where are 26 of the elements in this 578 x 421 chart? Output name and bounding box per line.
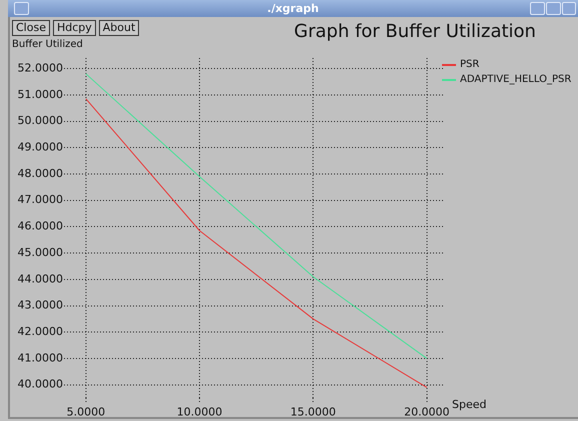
x-tick-label: 5.0000 [66,405,106,418]
legend-label: PSR [460,59,480,70]
y-tick-label: 46.0000 [18,220,63,233]
y-tick-label: 41.0000 [18,351,63,364]
y-tick-label: 48.0000 [18,166,63,180]
chart-title: Graph for Buffer Utilization [293,21,537,42]
y-tick-label: 42.0000 [18,324,63,338]
text: Hdcpy [52,20,96,36]
y-tick-label: 52.0000 [18,61,63,74]
y-tick-label: 44.0000 [18,272,63,286]
x-tick-label: 20.0000 [404,405,450,418]
x-axis-title: Speed [452,398,486,411]
x-tick-label: 15.0000 [290,405,336,418]
y-tick-label: 47.0000 [18,193,63,206]
y-tick-label: 50.0000 [18,114,63,128]
y-axis-title: Buffer Utilized [12,39,83,50]
legend-label: ADAPTIVE_HELLO_PSR [460,74,572,85]
y-tick-label: 45.0000 [18,246,63,259]
text: ./xgraph [8,0,578,17]
y-tick-label: 49.0000 [18,140,63,154]
text: Close [12,20,50,36]
x-tick-label: 10.0000 [176,405,222,418]
text: About [98,20,140,36]
y-tick-label: 51.0000 [18,88,63,101]
y-tick-label: 40.0000 [18,378,63,391]
y-tick-label: 43.0000 [18,298,63,312]
